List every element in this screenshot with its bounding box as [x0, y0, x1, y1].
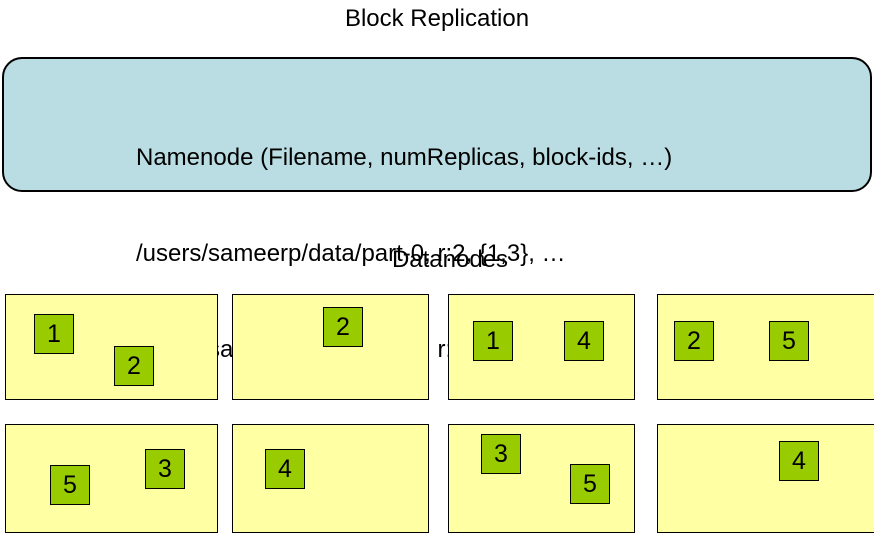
block-2: 2: [674, 321, 714, 361]
block-2: 2: [114, 346, 154, 386]
block-3: 3: [481, 434, 521, 474]
block-5: 5: [50, 465, 90, 505]
block-3: 3: [145, 449, 185, 489]
datanode-8: 4: [657, 424, 874, 533]
block-4: 4: [564, 321, 604, 361]
block-4: 4: [779, 441, 819, 481]
namenode-metadata-line-2: /users/sameerp/data/part-0, r:2, {1,3}, …: [136, 240, 566, 267]
block-5: 5: [570, 464, 610, 504]
namenode-metadata-line-1: Namenode (Filename, numReplicas, block-i…: [136, 144, 673, 171]
block-5: 5: [769, 321, 809, 361]
datanode-2: 2: [232, 294, 429, 400]
block-1: 1: [473, 321, 513, 361]
block-2: 2: [323, 307, 363, 347]
namenode-box: [2, 57, 872, 192]
diagram-title: Block Replication: [344, 5, 530, 32]
block-1: 1: [34, 314, 74, 354]
datanodes-label: Datanodes: [391, 246, 509, 273]
datanode-6: 4: [232, 424, 429, 533]
block-4: 4: [265, 449, 305, 489]
